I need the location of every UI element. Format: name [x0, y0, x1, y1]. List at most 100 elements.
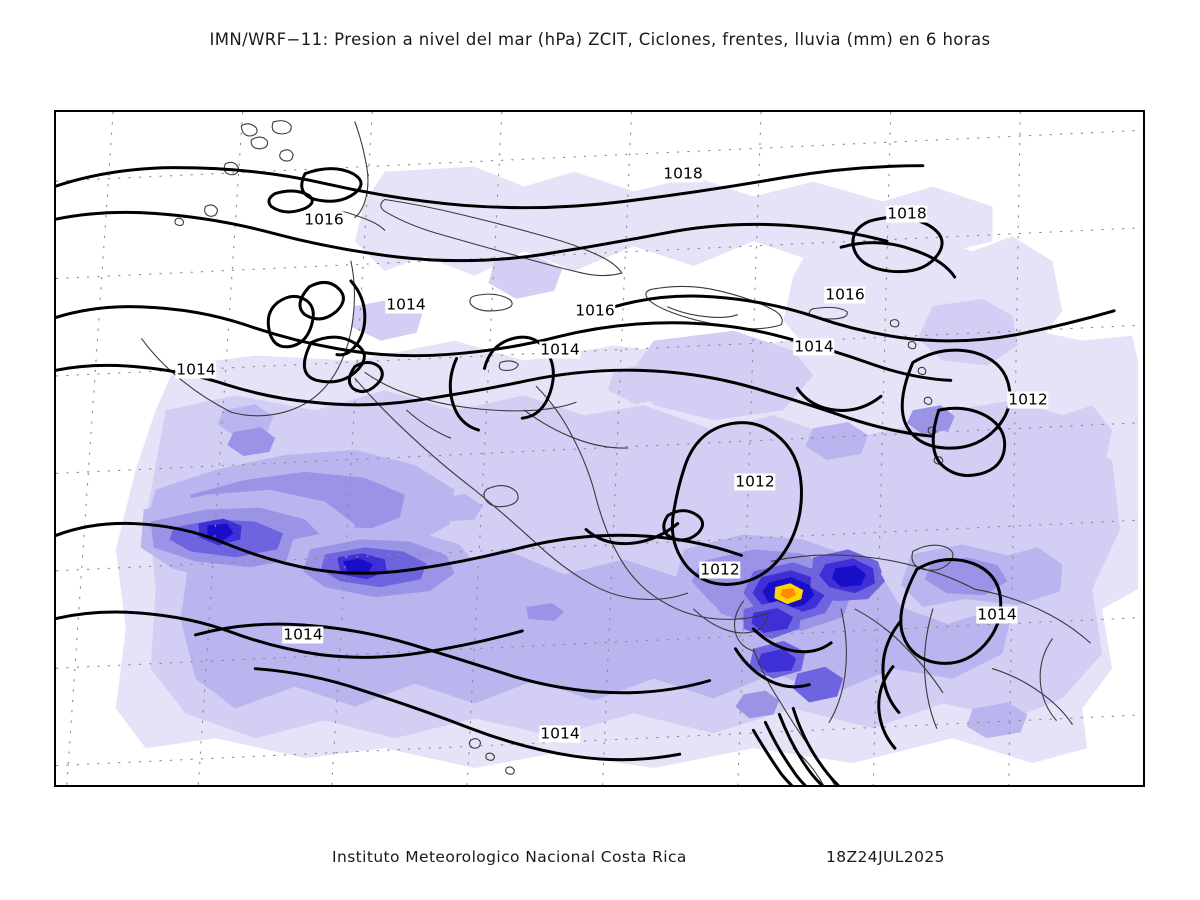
- isobar-1018-east-loop: [851, 215, 944, 274]
- coast-bahamas-2: [250, 136, 269, 150]
- coast-puertorico: [808, 306, 848, 320]
- isobar-label-1012: 1012: [1007, 390, 1049, 409]
- isobar-1014-eastsouth-2: [881, 619, 903, 714]
- isobar-label-1014: 1014: [539, 340, 581, 359]
- coast-bahamas-5: [279, 149, 294, 162]
- isobar-1018-segment-2: [267, 189, 314, 214]
- gridline-lon: [872, 112, 892, 785]
- isobar-1012-east-3: [931, 406, 1007, 477]
- isobar-bundle-2: [777, 712, 824, 785]
- coast-colombia-carib: [770, 554, 976, 590]
- gridline-lat: [56, 616, 1143, 669]
- isobar-1012-panama: [670, 421, 803, 586]
- coast-antilles-1: [889, 319, 900, 328]
- coast-jamaica: [469, 293, 513, 312]
- coast-antilles-4: [923, 396, 933, 405]
- coast-cuba: [380, 198, 623, 277]
- isobar-label-1012: 1012: [734, 472, 776, 491]
- rain-core-pacific-s-4: [342, 558, 373, 575]
- isobar-1016-cell-5: [298, 280, 345, 321]
- rain-patch-hispaniola: [917, 298, 1018, 366]
- rain-core-pacific-sw-4: [207, 523, 234, 542]
- border-interior-1: [523, 409, 629, 449]
- coast-bahamas-6: [204, 204, 218, 217]
- map-panel[interactable]: 1018 1018 1016 1016 1016 1014 1014 1014 …: [54, 110, 1145, 787]
- rain-core-south-center: [526, 603, 565, 621]
- isobar-label-1018: 1018: [662, 164, 704, 183]
- isobar-1012-east-2: [795, 386, 883, 412]
- coast-ca-north: [364, 371, 577, 412]
- coast-south-dot: [505, 766, 515, 775]
- isobar-label-1016: 1016: [824, 285, 866, 304]
- coast-ca-isthmus-carib: [535, 385, 770, 620]
- gridline-lat: [56, 324, 1143, 377]
- border-interior-3: [854, 608, 944, 694]
- isobar-1012-panama-inner: [662, 509, 705, 542]
- gridline-lat: [56, 422, 1143, 474]
- border-se: [992, 668, 1073, 725]
- grid-layer: [56, 112, 1143, 785]
- isobar-label-1012: 1012: [699, 560, 741, 579]
- coast-hispaniola-bay: [667, 306, 739, 318]
- isobar-1014-south: [193, 622, 712, 695]
- isobar-bundle-4: [751, 728, 794, 785]
- border-interior-4: [923, 608, 938, 729]
- isobar-1016-cell-1: [266, 294, 315, 349]
- isobar-1016-cell-2: [302, 335, 366, 384]
- isobar-layer: [56, 164, 1116, 785]
- rain-core-colombia-5: [793, 666, 844, 703]
- gridline-lon: [737, 112, 762, 785]
- rain-patch-small-1: [430, 493, 483, 522]
- map-canvas: [56, 112, 1143, 785]
- isobar-label-1016: 1016: [574, 301, 616, 320]
- gridline-lat: [56, 129, 1143, 182]
- river-magdalena: [828, 608, 847, 723]
- coast-bahamas-3: [271, 120, 292, 135]
- page-title: IMN/WRF−11: Presion a nivel del mar (hPa…: [209, 30, 991, 49]
- gridline-lat: [56, 714, 1143, 767]
- isobar-label-1014: 1014: [385, 295, 427, 314]
- coast-bahamas-1: [240, 123, 258, 137]
- isobar-label-1014: 1014: [793, 337, 835, 356]
- coast-cay-1: [174, 217, 185, 227]
- rain-patch-small-8: [906, 405, 955, 435]
- rain-core-venezuela-2: [924, 557, 1008, 596]
- isobar-1018-run: [56, 210, 889, 263]
- isobar-label-1014: 1014: [175, 360, 217, 379]
- isobar-1018-north: [56, 164, 925, 210]
- footer-institution: Instituto Meteorologico Nacional Costa R…: [332, 848, 687, 866]
- isobar-bundle-3: [763, 720, 807, 785]
- rain-patch-mid-atl: [628, 330, 814, 421]
- gridline-lon: [601, 112, 633, 785]
- gridline-lon: [466, 112, 503, 785]
- rain-maximum-center: [780, 588, 797, 600]
- coast-bahamas-4: [223, 161, 239, 176]
- coast-ecuador: [792, 747, 824, 785]
- coastline-layer: [141, 120, 1091, 785]
- isobar-1016-right: [612, 294, 1116, 343]
- isobar-label-1018: 1018: [886, 204, 928, 223]
- gridline-lat: [56, 227, 1143, 280]
- rain-patch-small-7: [805, 422, 869, 460]
- footer-valid-time: 18Z24JUL2025: [826, 848, 945, 866]
- coast-nicaragua-lake: [483, 484, 519, 508]
- isobar-label-1016: 1016: [303, 210, 345, 229]
- coast-galapagos-2: [485, 752, 495, 761]
- isobar-bundle-1: [791, 706, 840, 785]
- gridline-lat: [56, 519, 1143, 572]
- coast-guajira: [911, 544, 954, 571]
- coast-venezuela: [974, 588, 1091, 644]
- coast-honduras-bayislands: [498, 360, 519, 372]
- isobar-extra-2: [734, 647, 811, 689]
- isobar-1018-east-tail: [839, 241, 957, 279]
- coast-florida-keys: [342, 210, 386, 231]
- coast-gulf-panama: [693, 608, 768, 634]
- rain-patch-small-3: [488, 255, 563, 299]
- coast-antilles-3: [917, 366, 927, 376]
- isobar-1014-south-2: [253, 667, 682, 762]
- isobar-1014-eastsouth-3: [877, 665, 897, 750]
- coast-yucatan: [230, 260, 356, 417]
- isobar-extra-1: [751, 627, 833, 654]
- coast-florida: [354, 121, 369, 218]
